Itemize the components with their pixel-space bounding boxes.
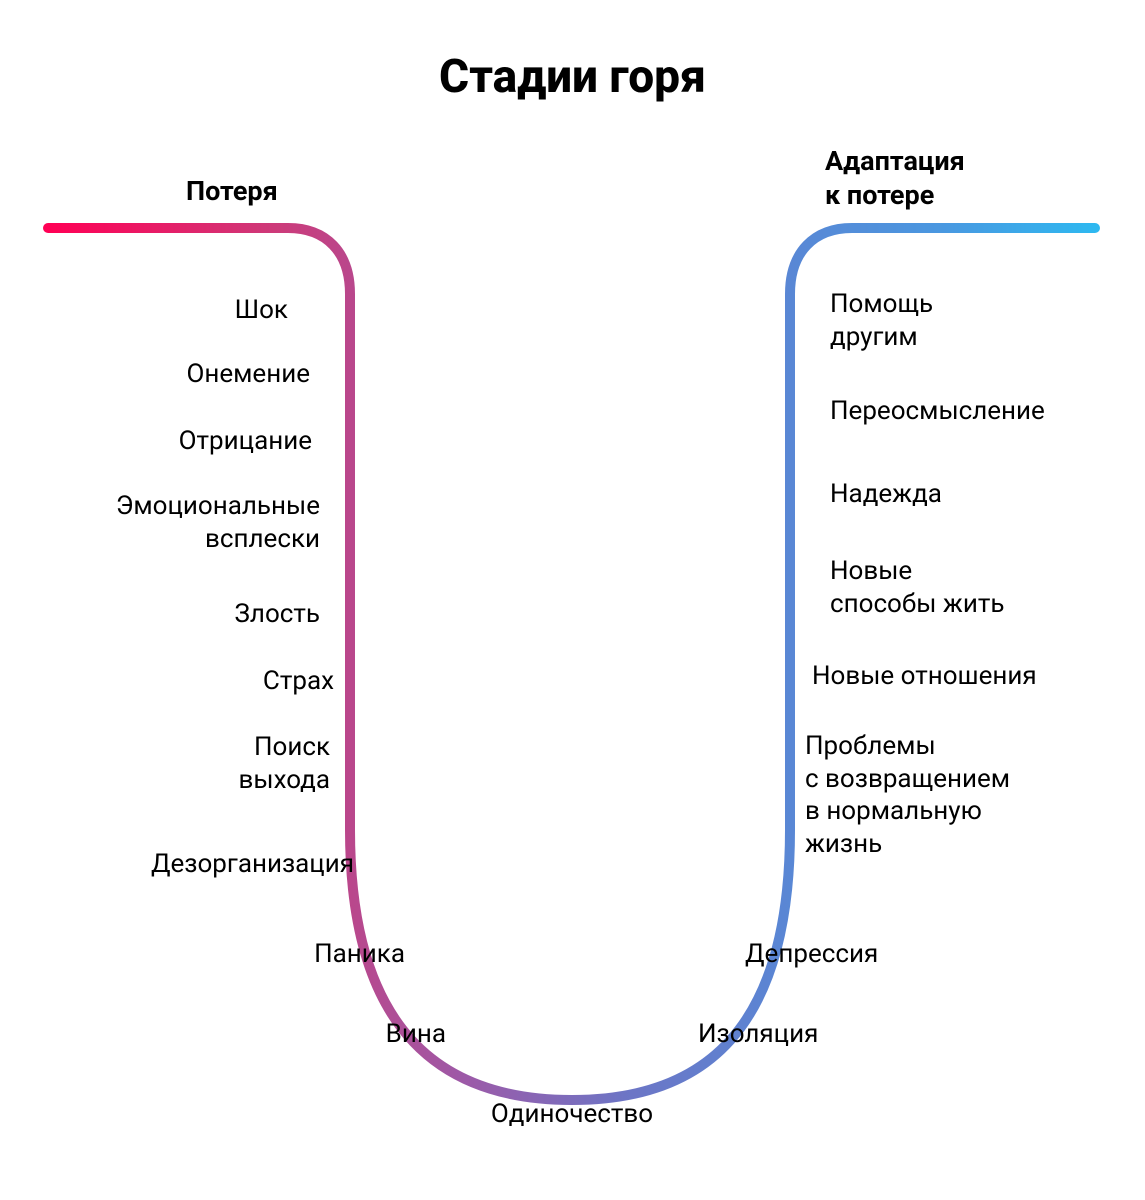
right-stage-label: Помощь другим xyxy=(830,288,933,353)
left-stage-label: Вина xyxy=(386,1018,446,1051)
left-stage-label: Дезорганизация xyxy=(151,848,354,881)
right-stage-label: Новые способы жить xyxy=(830,555,1004,620)
header-right: Адаптация к потере xyxy=(825,145,965,213)
left-stage-label: Онемение xyxy=(186,358,310,391)
right-stage-label: Депрессия xyxy=(745,938,878,971)
right-stage-label: Новые отношения xyxy=(812,660,1037,693)
left-stage-label: Поиск выхода xyxy=(239,731,330,796)
left-stage-label: Эмоциональные всплески xyxy=(116,490,320,555)
diagram-title: Стадии горя xyxy=(0,50,1145,104)
left-stage-label: Отрицание xyxy=(179,425,312,458)
right-stage-label: Изоляция xyxy=(698,1018,818,1051)
right-stage-label: Надежда xyxy=(830,478,942,511)
left-stage-label: Страх xyxy=(263,665,334,698)
header-left: Потеря xyxy=(186,175,278,209)
left-stage-label: Паника xyxy=(314,938,405,971)
left-stage-label: Одиночество xyxy=(491,1098,653,1131)
right-stage-label: Переосмысление xyxy=(830,395,1045,428)
right-stage-label: Проблемы с возвращением в нормальную жиз… xyxy=(805,730,1010,860)
left-stage-label: Шок xyxy=(235,294,288,327)
left-stage-label: Злость xyxy=(234,598,320,631)
